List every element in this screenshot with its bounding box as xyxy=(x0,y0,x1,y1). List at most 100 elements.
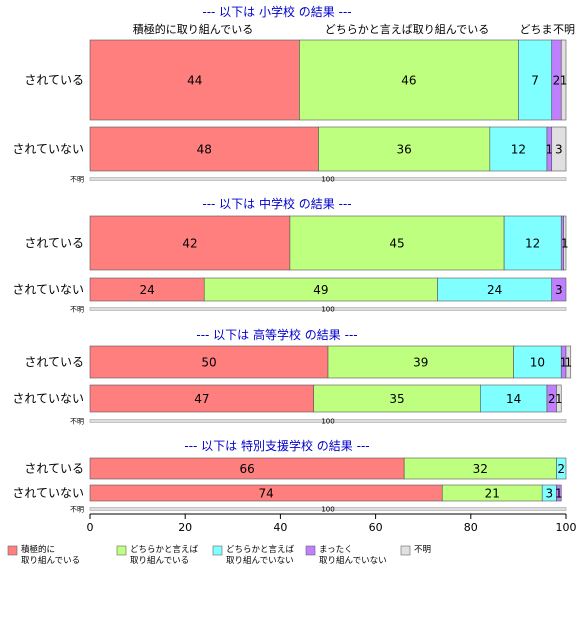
reference-row-value: 100 xyxy=(321,306,334,314)
top-column-label: どちらかと言えば取り組んでいる xyxy=(325,23,489,36)
bar-value-label: 1 xyxy=(555,487,563,501)
category-label: されている xyxy=(24,355,84,369)
legend-label: まったく取り組んでいない xyxy=(319,545,387,566)
bar-value-label: 2 xyxy=(553,74,561,88)
top-column-label: どちま xyxy=(520,23,553,36)
panel-title: --- 以下は 中学校 の結果 --- xyxy=(202,196,351,211)
bar-value-label: 49 xyxy=(313,283,328,297)
bar-segment xyxy=(556,384,562,413)
bar-segment xyxy=(289,215,505,271)
bar-segment xyxy=(299,39,519,121)
bar-value-label: 3 xyxy=(555,143,563,157)
legend-label: どちらかと言えば取り組んでいる xyxy=(130,544,199,566)
bar-value-label: 21 xyxy=(485,487,500,501)
bar-value-label: 7 xyxy=(531,74,539,88)
bar-value-label: 24 xyxy=(139,283,154,297)
bar-segment xyxy=(89,215,291,271)
legend-swatch xyxy=(305,545,316,556)
bar-value-label: 39 xyxy=(413,356,428,370)
x-axis-tick-label: 60 xyxy=(369,521,383,534)
bar-value-label: 46 xyxy=(401,74,416,88)
category-label: されていない xyxy=(12,392,84,406)
reference-row-label: 不明 xyxy=(70,176,84,184)
bar-segment xyxy=(89,384,315,413)
x-axis-tick-label: 40 xyxy=(273,521,287,534)
reference-row-label: 不明 xyxy=(70,306,84,314)
legend-swatch xyxy=(116,545,127,556)
bar-value-label: 35 xyxy=(389,392,404,406)
bar-value-label: 1 xyxy=(555,392,563,406)
bar-value-label: 1 xyxy=(560,74,568,88)
top-column-label: 積極的に取り組んでいる xyxy=(133,22,253,36)
reference-row-value: 100 xyxy=(321,176,334,184)
bar-segment xyxy=(556,484,562,502)
x-axis-tick-label: 20 xyxy=(178,521,192,534)
category-label: されていない xyxy=(12,486,84,500)
bar-value-label: 12 xyxy=(525,237,540,251)
panel-title: --- 以下は 高等学校 の結果 --- xyxy=(196,327,357,342)
reference-row-label: 不明 xyxy=(70,418,84,426)
reference-bar xyxy=(89,419,567,423)
bar-value-label: 74 xyxy=(258,487,273,501)
category-label: されている xyxy=(24,73,84,87)
bar-value-label: 24 xyxy=(487,283,502,297)
bar-segment xyxy=(89,126,319,172)
bar-value-label: 45 xyxy=(389,237,404,251)
reference-bar xyxy=(89,177,567,181)
x-axis-tick-label: 80 xyxy=(464,521,478,534)
bar-value-label: 14 xyxy=(506,392,521,406)
top-column-label: 不明 xyxy=(553,23,575,36)
bar-segment xyxy=(563,215,567,271)
bar-value-label: 1 xyxy=(561,237,569,251)
bar-value-label: 1 xyxy=(546,143,554,157)
x-axis-tick-label: 100 xyxy=(556,521,577,534)
panel-title: --- 以下は 特別支援学校 の結果 --- xyxy=(184,438,369,453)
bar-segment xyxy=(503,215,562,271)
bar-value-label: 36 xyxy=(397,143,412,157)
bar-value-label: 50 xyxy=(201,356,216,370)
bar-segment xyxy=(89,345,329,379)
bar-segment xyxy=(513,345,562,379)
bar-value-label: 44 xyxy=(187,74,202,88)
bar-segment xyxy=(551,126,567,172)
bar-segment xyxy=(560,39,567,121)
legend-label: どちらかと言えば取り組んでいない xyxy=(226,544,295,566)
legend-swatch xyxy=(7,545,18,556)
bar-segment xyxy=(313,384,481,413)
bar-segment xyxy=(565,345,572,379)
legend-label: 不明 xyxy=(414,545,431,555)
bar-value-label: 1 xyxy=(565,356,573,370)
bar-value-label: 66 xyxy=(239,462,254,476)
bar-segment xyxy=(89,39,300,121)
legend-swatch xyxy=(212,545,223,556)
category-label: されている xyxy=(24,236,84,250)
legend-label: 積極的に取り組んでいる xyxy=(21,544,80,566)
reference-row-value: 100 xyxy=(321,418,334,426)
x-axis-tick-label: 0 xyxy=(87,521,94,534)
bar-value-label: 2 xyxy=(548,392,556,406)
bar-value-label: 42 xyxy=(182,237,197,251)
bar-segment xyxy=(556,457,567,480)
category-label: されていない xyxy=(12,283,84,297)
bar-value-label: 1 xyxy=(560,356,568,370)
bar-value-label: 2 xyxy=(557,462,565,476)
bar-segment xyxy=(551,277,567,302)
bar-value-label: 3 xyxy=(555,283,563,297)
bar-value-label: 48 xyxy=(197,143,212,157)
panel-title: --- 以下は 小学校 の結果 --- xyxy=(202,4,351,19)
bar-value-label: 10 xyxy=(530,356,545,370)
bar-value-label: 3 xyxy=(546,487,554,501)
category-label: されていない xyxy=(12,142,84,156)
bar-value-label: 32 xyxy=(473,462,488,476)
category-label: されている xyxy=(24,462,84,476)
bar-segment xyxy=(480,384,548,413)
reference-bar xyxy=(89,307,567,311)
bar-segment xyxy=(518,39,553,121)
bar-value-label: 47 xyxy=(194,392,209,406)
reference-bar xyxy=(89,507,567,511)
reference-row-value: 100 xyxy=(321,506,334,514)
bar-segment xyxy=(327,345,514,379)
reference-row-label: 不明 xyxy=(70,506,84,514)
